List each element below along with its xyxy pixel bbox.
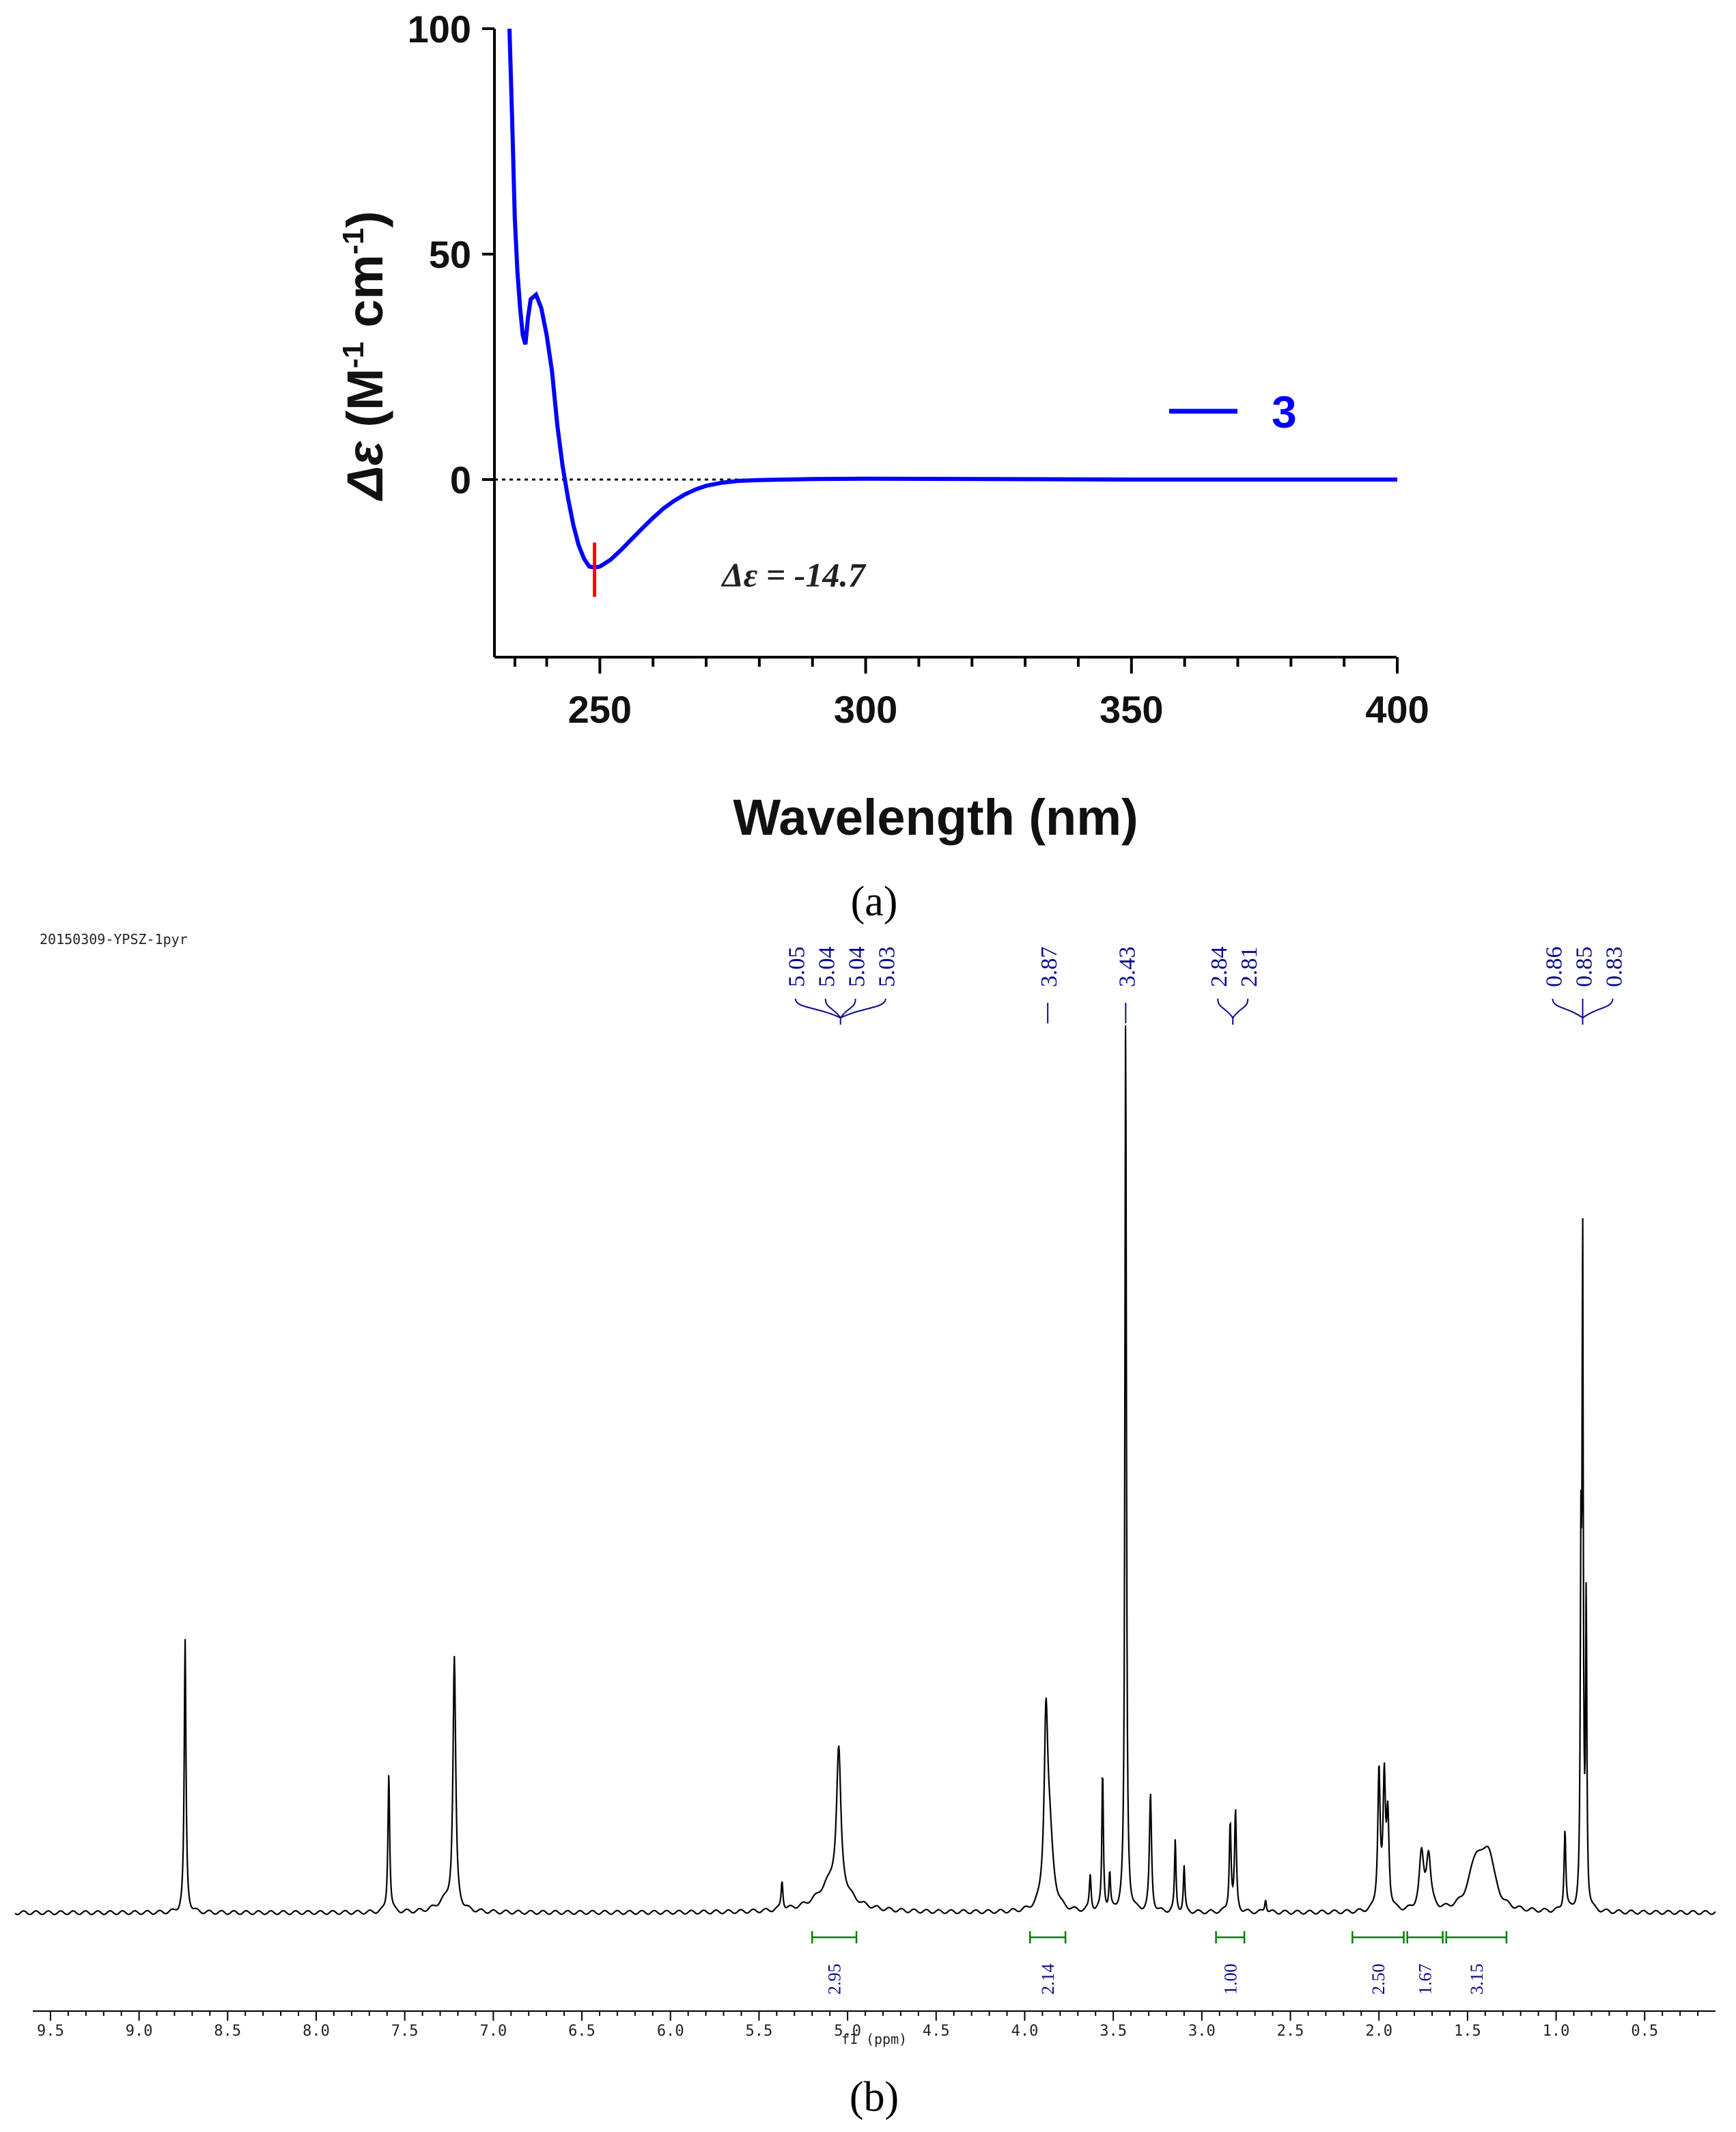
cd-ylabel-close: ) xyxy=(337,211,393,228)
cd-x-tick-label: 250 xyxy=(568,688,632,731)
cd-x-tick-label: 400 xyxy=(1365,688,1429,731)
cd-series-3-line xyxy=(507,28,1397,570)
cd-y-tick-label: 0 xyxy=(450,458,471,501)
nmr-x-tick-label: 4.0 xyxy=(1011,2023,1039,2040)
nmr-x-tick-label: 4.5 xyxy=(923,2023,950,2040)
nmr-integral-label: 2.50 xyxy=(1369,1964,1388,1995)
cd-ylabel-unit-m: (M xyxy=(337,368,393,441)
nmr-peak-bracket xyxy=(794,998,841,1019)
cd-annot-delta: Δε = -14.7 xyxy=(720,556,866,594)
nmr-spectrum-trace xyxy=(14,1025,1716,1915)
nmr-x-tick-label: 9.0 xyxy=(126,2023,153,2040)
nmr-x-tick-label: 5.0 xyxy=(834,2023,861,2040)
cd-x-tick-label: 350 xyxy=(1100,688,1163,731)
panel-a-label: (a) xyxy=(851,878,898,925)
nmr-x-tick-label: 6.0 xyxy=(657,2023,684,2040)
nmr-peak-bracket xyxy=(839,998,856,1019)
cd-ylabel-unit-cm: cm xyxy=(337,255,393,342)
nmr-integral-label: 3.15 xyxy=(1467,1964,1487,1995)
nmr-x-tick-label: 1.5 xyxy=(1454,2023,1481,2040)
nmr-peak-label: 5.04 xyxy=(845,947,870,988)
cd-y-axis-label: Δε (M-1 cm-1) xyxy=(337,211,393,501)
nmr-integral-label: 2.95 xyxy=(825,1964,845,1995)
nmr-x-tick-label: 3.5 xyxy=(1100,2023,1127,2040)
nmr-x-tick-label: 1.0 xyxy=(1543,2023,1570,2040)
cd-legend-label: 3 xyxy=(1272,387,1297,437)
nmr-peak-label: 5.03 xyxy=(875,947,900,988)
nmr-spectrum-panel: 20150309-YPSZ-1pyr 9.5 9.0 8.5 8.0 7.5 7.0 6.5… xyxy=(14,931,1716,2120)
nmr-peak-label: 5.04 xyxy=(815,947,840,988)
cd-ylabel-delta: Δε xyxy=(337,441,393,502)
cd-x-tick-label: 300 xyxy=(834,688,897,731)
nmr-x-tick-label: 7.5 xyxy=(391,2023,419,2040)
nmr-x-tick-label: 8.5 xyxy=(214,2023,241,2040)
nmr-peak-label: 2.81 xyxy=(1237,947,1262,988)
nmr-x-tick-label: 3.0 xyxy=(1188,2023,1216,2040)
nmr-peak-label: 2.84 xyxy=(1207,947,1232,988)
nmr-integral-label: 1.00 xyxy=(1220,1964,1240,1995)
nmr-x-tick-label: 0.5 xyxy=(1631,2023,1658,2040)
panel-b-label: (b) xyxy=(850,2074,899,2120)
nmr-x-tick-label: 9.5 xyxy=(37,2023,64,2040)
cd-minimum-annotation: Δε = -14.7 xyxy=(720,556,866,594)
nmr-peak-bracket xyxy=(1582,998,1614,1019)
nmr-peak-label: 0.86 xyxy=(1541,947,1567,988)
cd-ylabel-exp2: -1 xyxy=(337,227,370,254)
cd-ylabel-exp1: -1 xyxy=(337,342,370,368)
nmr-integral-label: 1.67 xyxy=(1416,1964,1436,1995)
cd-x-axis-label: Wavelength (nm) xyxy=(733,789,1138,846)
nmr-peak-bracket xyxy=(1232,998,1249,1019)
nmr-peak-label: 3.43 xyxy=(1115,947,1140,988)
nmr-x-tick-label: 8.0 xyxy=(303,2023,330,2040)
nmr-x-tick-label: 5.5 xyxy=(746,2023,773,2040)
nmr-x-tick-label: 2.0 xyxy=(1365,2023,1392,2040)
nmr-x-tick-label: 2.5 xyxy=(1277,2023,1304,2040)
nmr-sample-header: 20150309-YPSZ-1pyr xyxy=(40,931,188,947)
nmr-x-tick-label: 6.5 xyxy=(568,2023,596,2040)
nmr-peak-bracket xyxy=(840,998,886,1019)
nmr-peak-label: 3.87 xyxy=(1037,947,1062,988)
nmr-x-axis-label: f1 (ppm) xyxy=(841,2031,907,2047)
nmr-peak-label: 5.05 xyxy=(785,947,810,988)
nmr-peak-label: 0.83 xyxy=(1601,947,1627,988)
nmr-x-tick-label: 7.0 xyxy=(479,2023,507,2040)
cd-y-tick-label: 50 xyxy=(429,233,471,276)
nmr-peak-bracket xyxy=(824,998,841,1019)
nmr-integral-label: 2.14 xyxy=(1038,1964,1058,1995)
nmr-peak-bracket xyxy=(1552,998,1584,1019)
cd-y-tick-label: 100 xyxy=(408,8,471,51)
nmr-peak-label: 0.85 xyxy=(1571,947,1597,988)
nmr-peak-bracket xyxy=(1217,998,1234,1019)
